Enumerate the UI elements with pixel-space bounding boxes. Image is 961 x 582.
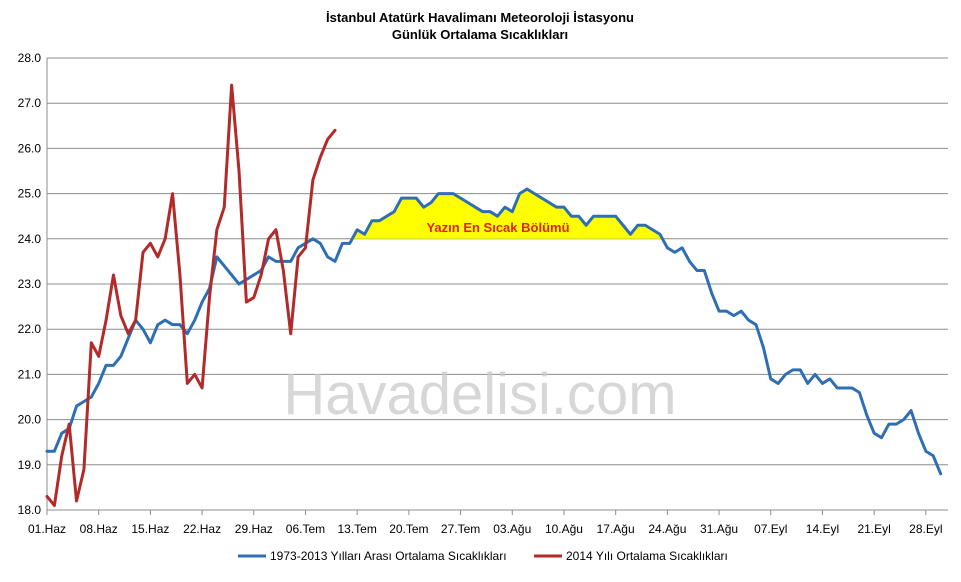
chart-subtitle: Günlük Ortalama Sıcaklıkları <box>392 27 568 42</box>
legend: 1973-2013 Yılları Arası Ortalama Sıcaklı… <box>238 549 728 563</box>
x-tick-label: 28.Eyl <box>909 522 942 536</box>
x-tick-label: 03.Ağu <box>493 522 531 536</box>
series-line-2 <box>45 83 337 507</box>
x-tick-label: 27.Tem <box>441 522 480 536</box>
chart-title: İstanbul Atatürk Havalimanı Meteoroloji … <box>326 10 634 25</box>
y-tick-label: 28.0 <box>18 51 42 65</box>
x-tick-label: 20.Tem <box>389 522 428 536</box>
y-tick-label: 22.0 <box>18 322 42 336</box>
x-tick-label: 21.Eyl <box>857 522 890 536</box>
x-tick-label: 17.Ağu <box>597 522 635 536</box>
x-tick-label: 22.Haz <box>183 522 221 536</box>
y-tick-label: 25.0 <box>18 187 42 201</box>
y-tick-label: 27.0 <box>18 96 42 110</box>
y-tick-label: 23.0 <box>18 277 42 291</box>
x-tick-label: 01.Haz <box>28 522 66 536</box>
series-lines <box>45 83 943 507</box>
x-tick-label: 06.Tem <box>286 522 325 536</box>
axes: 18.0 19.0 20.0 21.0 22.0 23.0 24.0 25.0 26.0 27.0… <box>18 51 948 536</box>
legend-label-series-2: 2014 Yılı Ortalama Sıcaklıkları <box>566 549 728 563</box>
annotation-label: Yazın En Sıcak Bölümü <box>426 220 569 235</box>
y-tick-label: 21.0 <box>18 367 42 381</box>
x-tick-label: 13.Tem <box>338 522 377 536</box>
x-tick-label: 24.Ağu <box>648 522 686 536</box>
watermark: Havadelisi.com <box>283 362 676 427</box>
y-tick-label: 19.0 <box>18 458 42 472</box>
x-tick-label: 15.Haz <box>131 522 169 536</box>
x-tick-label: 31.Ağu <box>700 522 738 536</box>
legend-label-series-1: 1973-2013 Yılları Arası Ortalama Sıcaklı… <box>270 549 507 563</box>
x-tick-label: 10.Ağu <box>545 522 583 536</box>
x-tick-label: 29.Haz <box>235 522 273 536</box>
series-line-1 <box>45 187 943 476</box>
y-tick-label: 18.0 <box>18 503 42 517</box>
y-tick-label: 24.0 <box>18 232 42 246</box>
y-tick-label: 26.0 <box>18 141 42 155</box>
y-tick-label: 20.0 <box>18 413 42 427</box>
x-tick-label: 07.Eyl <box>754 522 787 536</box>
x-tick-label: 08.Haz <box>80 522 118 536</box>
x-tick-label: 14.Eyl <box>806 522 839 536</box>
